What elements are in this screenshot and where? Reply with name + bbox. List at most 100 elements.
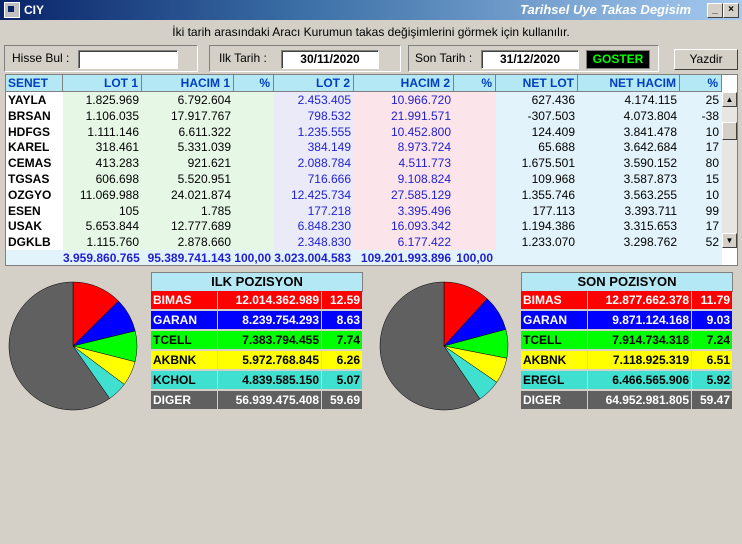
col-hacim2[interactable]: HACIM 2	[354, 75, 454, 92]
table-row[interactable]: TGSAS 606.698 5.520.951 716.666 9.108.824 109…	[6, 171, 737, 188]
cell-netlot: 124.409	[496, 123, 578, 141]
position-row: TCELL 7.914.734.318 7.24	[521, 331, 733, 349]
position-value: 7.118.925.319	[588, 351, 691, 369]
cell-pct2	[454, 171, 496, 188]
position-row: EREGL 6.466.565.906 5.92	[521, 371, 733, 389]
cell-lot1: 1.825.969	[63, 92, 142, 109]
position-pct: 59.69	[322, 391, 362, 409]
total-cell	[6, 250, 63, 265]
cell-netlot: -307.503	[496, 107, 578, 125]
hisse-input[interactable]	[78, 50, 178, 69]
pie-slice-diger	[379, 281, 481, 411]
cell-lot2: 6.848.230	[274, 218, 354, 236]
cell-hacim1: 6.792.604	[142, 92, 234, 109]
position-value: 7.914.734.318	[588, 331, 691, 349]
cell-pct1	[234, 234, 274, 252]
cell-lot2: 1.235.555	[274, 123, 354, 141]
ilk-pozisyon-title: ILK POZISYON	[151, 272, 363, 292]
col-pct2[interactable]: %	[454, 75, 496, 92]
son-tarih-input[interactable]: 31/12/2020	[481, 50, 579, 69]
table-row[interactable]: DGKLB 1.115.760 2.878.660 2.348.830 6.177.42…	[6, 234, 737, 252]
cell-netlot: 1.355.746	[496, 186, 578, 204]
col-senet[interactable]: SENET	[6, 75, 63, 92]
grid-scrollbar[interactable]: ▲ ▼	[722, 92, 737, 248]
cell-hacim2: 10.966.720	[354, 92, 454, 109]
son-pozisyon-title: SON POZISYON	[521, 272, 733, 292]
col-lot2[interactable]: LOT 2	[274, 75, 354, 92]
position-name: EREGL	[521, 371, 587, 389]
position-pct: 7.24	[692, 331, 732, 349]
position-value: 64.952.981.805	[588, 391, 691, 409]
table-row[interactable]: ESEN 105 1.785 177.218 3.395.496 177.113 3.393…	[6, 202, 737, 220]
yazdir-button[interactable]: Yazdir	[674, 49, 738, 70]
cell-lot2: 2.453.405	[274, 92, 354, 109]
cell-hacim1: 17.917.767	[142, 107, 234, 125]
cell-netlot: 109.968	[496, 171, 578, 188]
position-value: 12.014.362.989	[218, 291, 321, 309]
ilk-tarih-input[interactable]: 30/11/2020	[281, 50, 379, 69]
window-title: CIY	[4, 2, 44, 18]
cell-nethacim: 3.298.762	[578, 234, 680, 252]
close-button[interactable]: ×	[723, 3, 739, 18]
position-name: GARAN	[151, 311, 217, 329]
cell-pct1	[234, 218, 274, 236]
position-row: AKBNK 7.118.925.319 6.51	[521, 351, 733, 369]
table-row[interactable]: CEMAS 413.283 921.621 2.088.784 4.511.773 1.6…	[6, 155, 737, 173]
scroll-up-icon[interactable]: ▲	[722, 92, 737, 107]
cell-senet: OZGYO	[8, 187, 52, 202]
cell-lot2: 384.149	[274, 139, 354, 157]
cell-senet: KAREL	[8, 140, 50, 155]
cell-nethacim: 4.174.115	[578, 92, 680, 109]
cell-hacim1: 1.785	[142, 202, 234, 220]
cell-pct3: 10	[680, 186, 722, 204]
cell-senet: TGSAS	[8, 172, 50, 186]
position-name: BIMAS	[521, 291, 587, 309]
cell-pct2	[454, 202, 496, 220]
cell-pct2	[454, 186, 496, 204]
cell-hacim1: 921.621	[142, 155, 234, 173]
total-lot2: 3.023.004.583	[274, 250, 354, 265]
scroll-down-icon[interactable]: ▼	[722, 233, 737, 248]
cell-hacim2: 4.511.773	[354, 155, 454, 173]
table-row[interactable]: USAK 5.653.844 12.777.689 6.848.230 16.093.3…	[6, 218, 737, 236]
col-nethacim[interactable]: NET HACIM	[578, 75, 680, 92]
total-pct1: 100,00	[234, 250, 274, 265]
minimize-button[interactable]: _	[707, 3, 723, 18]
cell-lot1: 1.111.146	[63, 123, 142, 141]
position-pct: 5.07	[322, 371, 362, 389]
table-row[interactable]: KAREL 318.461 5.331.039 384.149 8.973.724 65.…	[6, 139, 737, 157]
col-hacim1[interactable]: HACIM 1	[142, 75, 234, 92]
position-pct: 6.51	[692, 351, 732, 369]
table-row[interactable]: OZGYO 11.069.988 24.021.874 12.425.734 27.58…	[6, 186, 737, 204]
scroll-thumb[interactable]	[722, 122, 737, 140]
col-netlot[interactable]: NET LOT	[496, 75, 578, 92]
cell-lot1: 413.283	[63, 155, 142, 173]
total-pct2: 100,00	[454, 250, 496, 265]
col-pct1[interactable]: %	[234, 75, 274, 92]
cell-hacim2: 6.177.422	[354, 234, 454, 252]
son-tarih-label: Son Tarih :	[415, 51, 473, 65]
position-pct: 12.59	[322, 291, 362, 309]
cell-pct2	[454, 123, 496, 141]
goster-button[interactable]: GOSTER	[586, 50, 650, 69]
son-pozisyon-panel: SON POZISYON BIMAS 12.877.662.378 11.79 GAR…	[521, 272, 733, 414]
position-value: 6.466.565.906	[588, 371, 691, 389]
cell-pct3: 10	[680, 123, 722, 141]
table-row[interactable]: HDFGS 1.111.146 6.611.322 1.235.555 10.452.8…	[6, 123, 737, 141]
col-lot1[interactable]: LOT 1	[63, 75, 142, 92]
position-value: 8.239.754.293	[218, 311, 321, 329]
ilk-pie-chart	[8, 281, 138, 411]
position-pct: 11.79	[692, 291, 732, 309]
cell-pct1	[234, 92, 274, 109]
cell-netlot: 627.436	[496, 92, 578, 109]
col-pct3[interactable]: %	[680, 75, 722, 92]
cell-pct2	[454, 139, 496, 157]
table-row[interactable]: BRSAN 1.106.035 17.917.767 798.532 21.991.57…	[6, 107, 737, 125]
total-hacim1: 95.389.741.143	[142, 250, 234, 265]
cell-lot1: 1.115.760	[63, 234, 142, 252]
table-row[interactable]: YAYLA 1.825.969 6.792.604 2.453.405 10.966.7…	[6, 92, 737, 109]
cell-pct1	[234, 155, 274, 173]
position-row: AKBNK 5.972.768.845 6.26	[151, 351, 363, 369]
cell-lot2: 2.348.830	[274, 234, 354, 252]
cell-hacim2: 3.395.496	[354, 202, 454, 220]
